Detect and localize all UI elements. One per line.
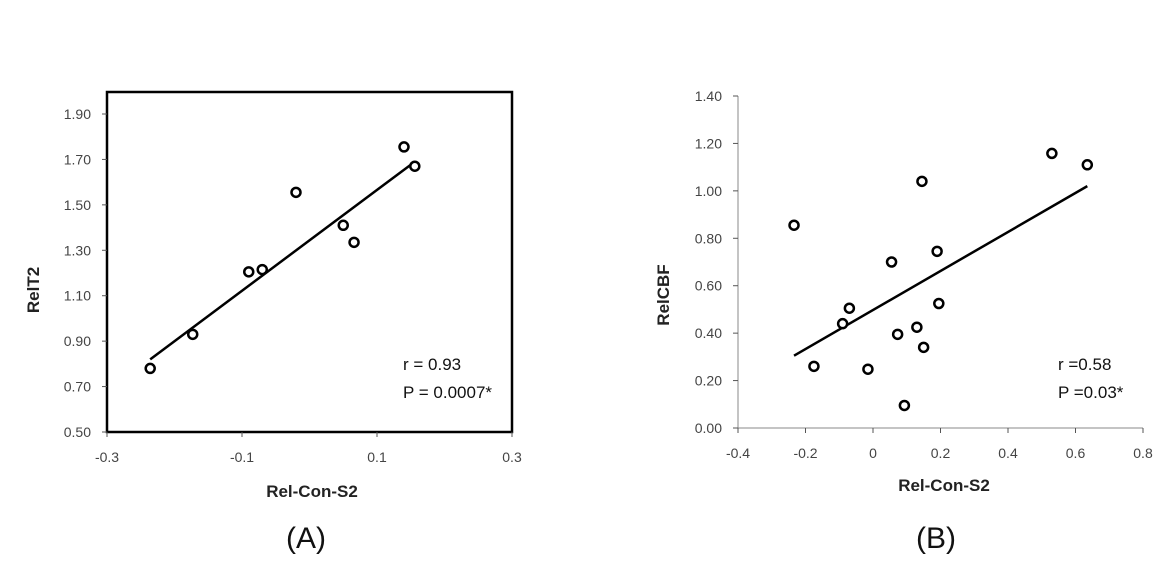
- data-point: [898, 399, 911, 412]
- panel-b: 0.000.200.400.600.801.001.201.40 -0.4 -0.…: [654, 88, 1153, 555]
- panel-b-x-ticks: -0.4 -0.2 0 0.2 0.4 0.6 0.8: [726, 428, 1153, 461]
- data-point: [916, 175, 928, 188]
- y-tick-label: 1.30: [64, 242, 91, 258]
- panel-a-xlabel: Rel-Con-S2: [266, 482, 358, 501]
- x-tick-label: 0.6: [1066, 445, 1086, 461]
- data-point: [836, 317, 849, 330]
- panel-b-points: [788, 147, 1094, 412]
- data-point: [409, 160, 421, 172]
- panel-a-points: [144, 141, 421, 375]
- y-tick-label: 0.40: [695, 325, 722, 341]
- y-tick-label: 1.70: [64, 151, 91, 167]
- data-point: [348, 236, 360, 249]
- panel-a-x-ticks: -0.3 -0.1 0.1 0.3: [95, 432, 522, 465]
- data-point: [911, 321, 923, 333]
- data-point: [290, 186, 302, 199]
- x-tick-label: 0.3: [502, 449, 522, 465]
- panel-a-ylabel: RelT2: [24, 267, 43, 313]
- panel-a-annotation-p: P = 0.0007*: [403, 383, 492, 402]
- y-tick-label: 0.70: [64, 379, 91, 395]
- panel-b-annotation-p: P =0.03*: [1058, 383, 1124, 402]
- y-tick-label: 0.50: [64, 424, 91, 440]
- data-point: [788, 219, 800, 231]
- y-tick-label: 0.60: [695, 278, 722, 294]
- x-tick-label: 0.8: [1133, 445, 1153, 461]
- panel-a-y-ticks: 0.50 0.70 0.90 1.10 1.30 1.50 1.70 1.90: [64, 106, 107, 440]
- y-tick-label: 0.90: [64, 333, 91, 349]
- data-point: [144, 362, 156, 375]
- y-tick-label: 1.40: [695, 88, 722, 104]
- panel-b-trendline-group: [793, 185, 1088, 357]
- data-point: [931, 245, 943, 258]
- trendline: [793, 185, 1088, 357]
- data-point: [186, 328, 199, 341]
- panel-b-label: (B): [916, 522, 956, 555]
- panel-a: 0.500.700.901.101.301.501.701.90 -0.3 -0.…: [24, 90, 522, 555]
- y-tick-label: 0.20: [695, 373, 722, 389]
- x-tick-label: -0.1: [230, 449, 254, 465]
- data-point: [933, 297, 945, 310]
- data-point: [256, 263, 268, 276]
- data-point: [917, 341, 930, 354]
- data-point: [1046, 147, 1058, 160]
- panel-a-frame: [105, 90, 514, 434]
- data-point: [885, 256, 898, 268]
- x-tick-label: 0.1: [367, 449, 387, 465]
- panel-b-ylabel: RelCBF: [654, 264, 673, 325]
- data-point: [398, 141, 410, 153]
- data-point: [843, 302, 856, 314]
- panel-a-annotation-r: r = 0.93: [403, 355, 461, 374]
- data-point: [808, 360, 820, 373]
- data-point: [243, 266, 255, 278]
- x-tick-label: 0.4: [998, 445, 1018, 461]
- y-tick-label: 1.90: [64, 106, 91, 122]
- y-tick-label: 1.50: [64, 197, 91, 213]
- y-tick-label: 0.80: [695, 230, 722, 246]
- data-point: [891, 328, 904, 341]
- y-tick-label: 1.20: [695, 135, 722, 151]
- y-tick-label: 1.00: [695, 183, 722, 199]
- x-tick-label: -0.3: [95, 449, 119, 465]
- data-point: [862, 363, 874, 375]
- x-tick-label: 0: [869, 445, 877, 461]
- trendline: [149, 160, 416, 361]
- y-tick-label: 0.00: [695, 420, 722, 436]
- panel-b-y-ticks: 0.00 0.20 0.40 0.60 0.80 1.00 1.20 1.40: [695, 88, 738, 436]
- panel-a-trendline-group: [149, 160, 416, 361]
- x-tick-label: 0.2: [931, 445, 951, 461]
- data-point: [337, 219, 349, 232]
- panel-b-xlabel: Rel-Con-S2: [898, 476, 990, 495]
- panel-a-label: (A): [286, 522, 326, 555]
- panel-b-annotation-r: r =0.58: [1058, 355, 1111, 374]
- x-tick-label: -0.4: [726, 445, 750, 461]
- data-point: [1081, 159, 1094, 171]
- x-tick-label: -0.2: [793, 445, 817, 461]
- y-tick-label: 1.10: [64, 288, 91, 304]
